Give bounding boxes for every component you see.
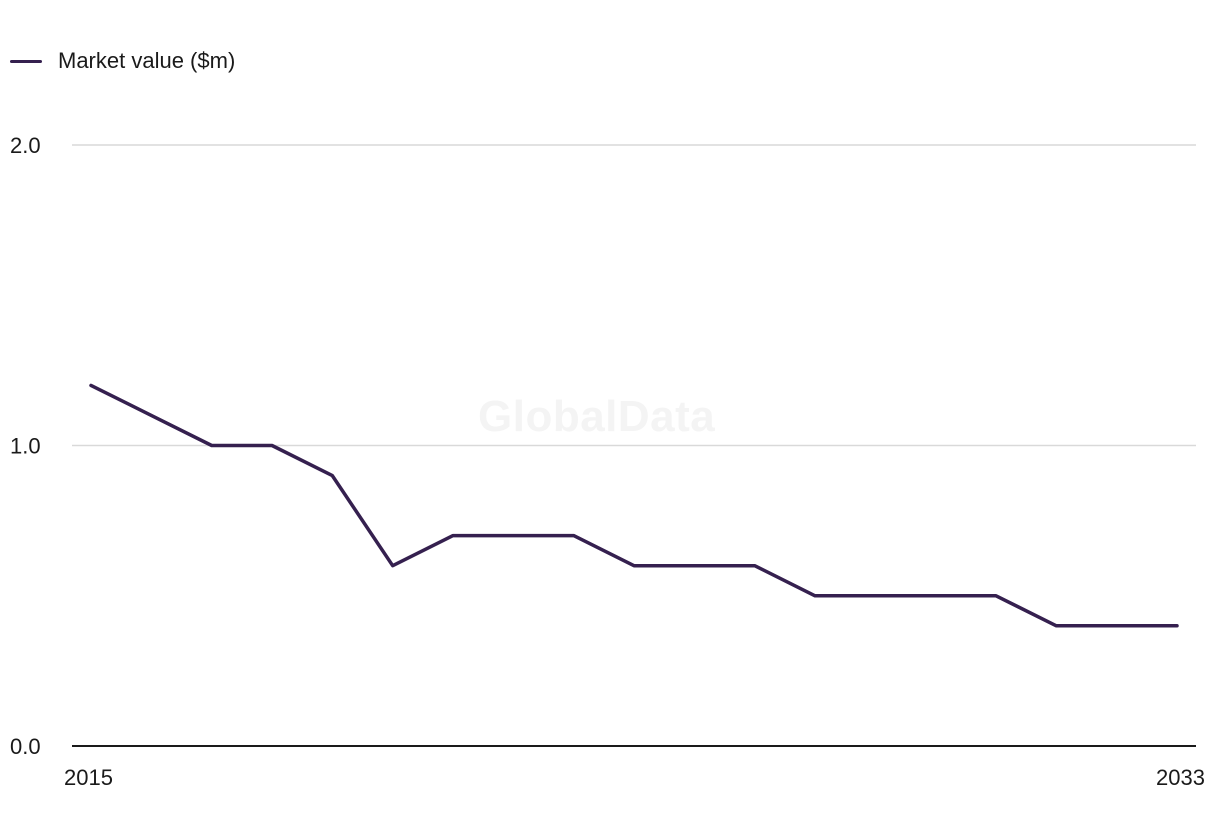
series-points	[89, 383, 1179, 627]
y-axis-tick-labels: 0.0 1.0 2.0	[10, 133, 41, 759]
x-axis-tick-labels: 2015 2033	[64, 765, 1205, 790]
legend-swatch	[10, 59, 42, 63]
chart-legend: Market value ($m)	[10, 46, 235, 76]
x-tick-label: 2033	[1156, 765, 1205, 790]
legend-label: Market value ($m)	[58, 48, 236, 73]
watermark: GlobalData	[478, 392, 716, 441]
y-tick-label: 0.0	[10, 734, 41, 759]
y-tick-label: 2.0	[10, 133, 41, 158]
x-tick-label: 2015	[64, 765, 113, 790]
y-tick-label: 1.0	[10, 434, 41, 459]
grid-lines	[72, 144, 1196, 447]
series-line-market-value	[89, 383, 1179, 628]
